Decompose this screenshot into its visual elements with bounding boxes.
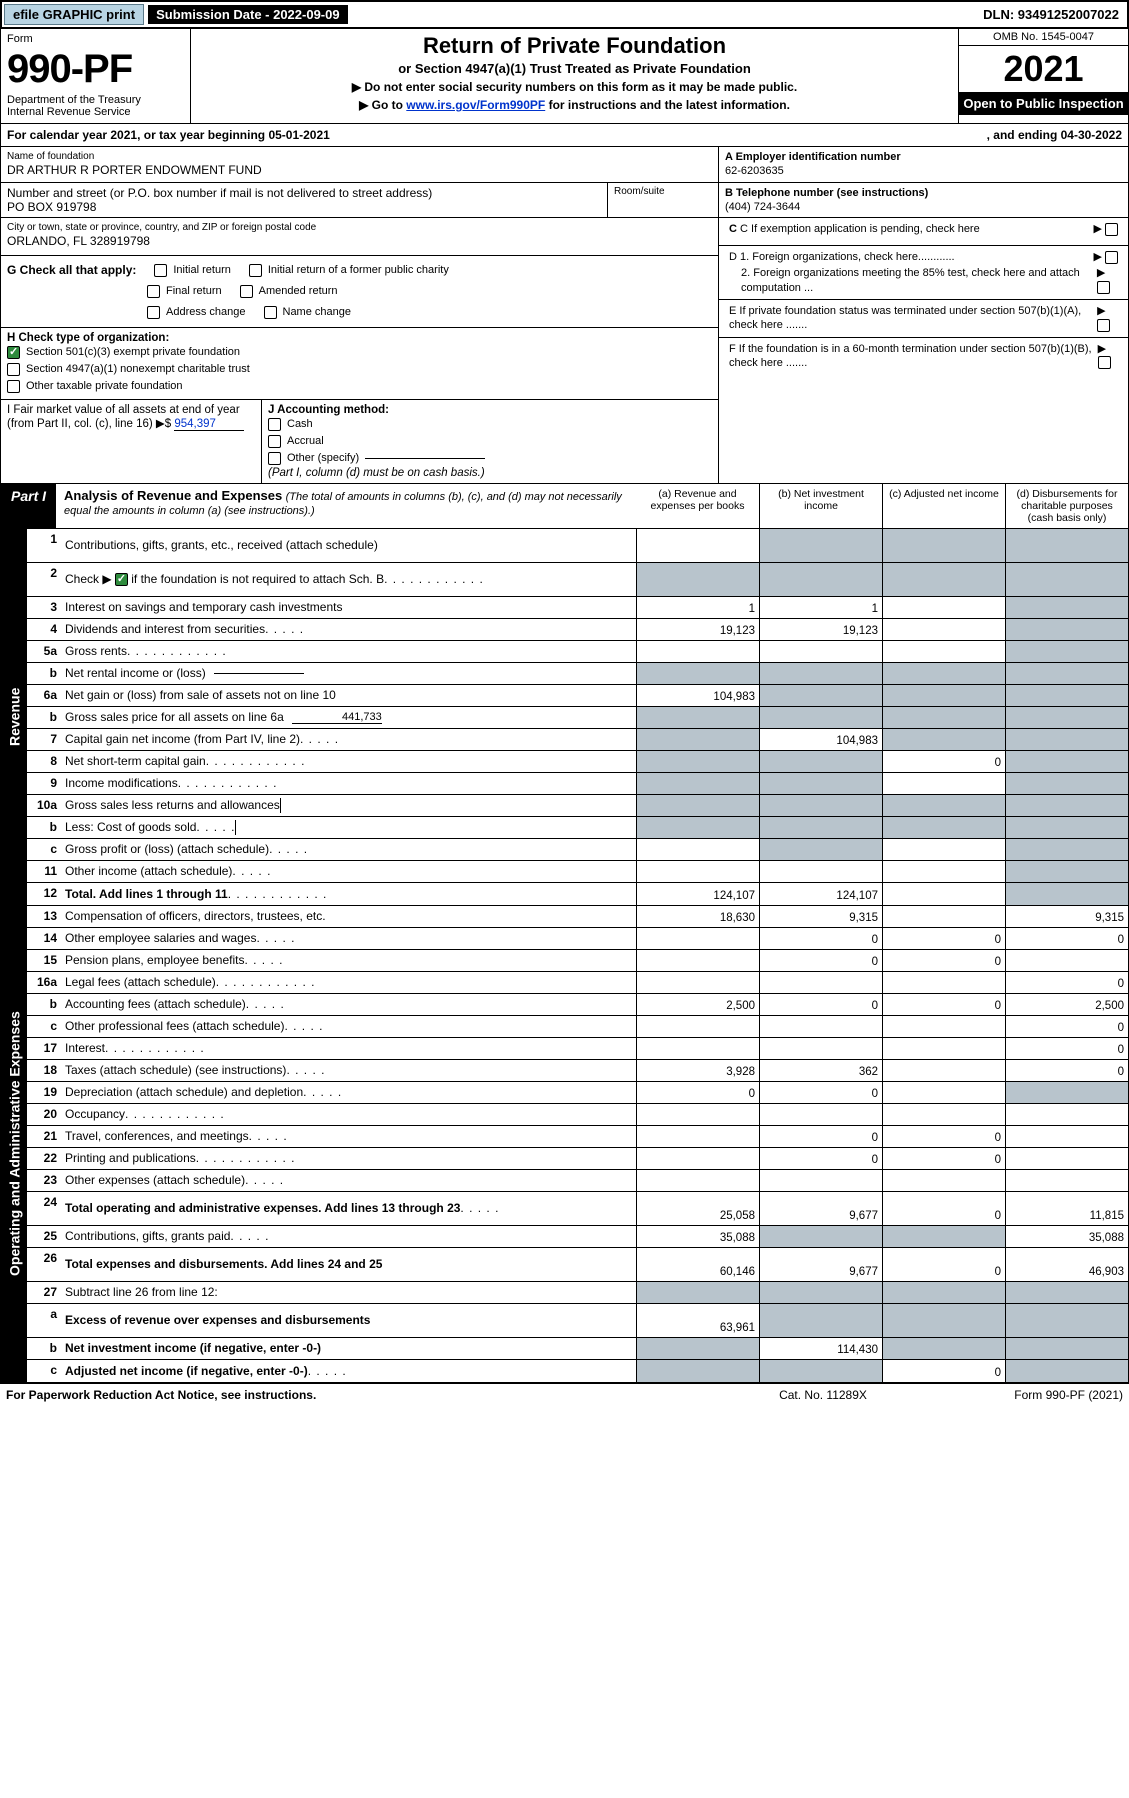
checkbox-address-change[interactable]	[147, 306, 160, 319]
top-bar: efile GRAPHIC print Submission Date - 20…	[0, 0, 1129, 29]
dept-treasury: Department of the Treasury Internal Reve…	[7, 94, 184, 119]
header-right: OMB No. 1545-0047 2021 Open to Public In…	[958, 29, 1128, 123]
d-foreign-row: D 1. Foreign organizations, check here..…	[719, 246, 1128, 300]
street-address: PO BOX 919798	[7, 200, 601, 214]
note-ssn: ▶ Do not enter social security numbers o…	[199, 80, 950, 94]
checkbox-cash[interactable]	[268, 418, 281, 431]
note-goto: ▶ Go to www.irs.gov/Form990PF for instru…	[199, 98, 950, 112]
footer-form: Form 990-PF (2021)	[923, 1388, 1123, 1402]
form990pf-link[interactable]: www.irs.gov/Form990PF	[406, 98, 545, 112]
ein-row: A Employer identification number 62-6203…	[719, 147, 1128, 183]
col-a-header: (a) Revenue and expenses per books	[636, 484, 759, 528]
city-row: City or town, state or province, country…	[1, 218, 718, 256]
foundation-name-row: Name of foundation DR ARTHUR R PORTER EN…	[1, 147, 718, 183]
tax-year: 2021	[959, 46, 1128, 92]
e-terminated-row: E If private foundation status was termi…	[719, 300, 1128, 338]
checkbox-accrual[interactable]	[268, 435, 281, 448]
col-d-header: (d) Disbursements for charitable purpose…	[1005, 484, 1128, 528]
checkbox-d1[interactable]	[1105, 251, 1118, 264]
i-fmv: I Fair market value of all assets at end…	[1, 400, 261, 483]
form-number: 990-PF	[7, 46, 184, 92]
checkbox-schb[interactable]	[115, 573, 128, 586]
form-word: Form	[7, 33, 184, 46]
c-exemption-row: C C If exemption application is pending,…	[719, 218, 1128, 246]
fmv-value: 954,397	[174, 418, 244, 431]
cal-year-begin: For calendar year 2021, or tax year begi…	[7, 128, 987, 142]
submission-date: Submission Date - 2022-09-09	[148, 5, 348, 24]
checkbox-name-change[interactable]	[264, 306, 277, 319]
dln: DLN: 93491252007022	[983, 7, 1125, 22]
footer-left: For Paperwork Reduction Act Notice, see …	[6, 1388, 723, 1402]
foundation-name: DR ARTHUR R PORTER ENDOWMENT FUND	[7, 163, 712, 179]
checkbox-e[interactable]	[1097, 319, 1110, 332]
revenue-table: Revenue 1Contributions, gifts, grants, e…	[0, 529, 1129, 906]
room-suite: Room/suite	[608, 183, 718, 217]
checkbox-4947[interactable]	[7, 363, 20, 376]
checkbox-other-taxable[interactable]	[7, 380, 20, 393]
form-header: Form 990-PF Department of the Treasury I…	[0, 29, 1129, 124]
revenue-side-label: Revenue	[1, 529, 27, 905]
g-check-row: G Check all that apply: Initial return I…	[7, 260, 712, 281]
col-c-header: (c) Adjusted net income	[882, 484, 1005, 528]
omb-number: OMB No. 1545-0047	[959, 29, 1128, 46]
checkbox-initial-return[interactable]	[154, 264, 167, 277]
efile-btn[interactable]: efile GRAPHIC print	[4, 4, 144, 25]
header-center: Return of Private Foundation or Section …	[191, 29, 958, 123]
form-subtitle: or Section 4947(a)(1) Trust Treated as P…	[199, 61, 950, 76]
cal-year-end: , and ending 04-30-2022	[987, 128, 1122, 142]
f-60month-row: F If the foundation is in a 60-month ter…	[719, 338, 1128, 375]
entity-block: Name of foundation DR ARTHUR R PORTER EN…	[0, 147, 1129, 484]
part1-tab: Part I	[1, 484, 56, 528]
checkbox-final-return[interactable]	[147, 285, 160, 298]
open-public: Open to Public Inspection	[959, 92, 1128, 115]
phone-row: B Telephone number (see instructions) (4…	[719, 183, 1128, 219]
city-state-zip: ORLANDO, FL 328919798	[7, 234, 712, 250]
page-footer: For Paperwork Reduction Act Notice, see …	[0, 1383, 1129, 1406]
form-title: Return of Private Foundation	[199, 33, 950, 59]
ein-value: 62-6203635	[725, 165, 784, 177]
h-org-type: H Check type of organization: Section 50…	[7, 332, 712, 361]
street-address-row: Number and street (or P.O. box number if…	[1, 183, 608, 217]
checkbox-other-method[interactable]	[268, 452, 281, 465]
part1-header: Part I Analysis of Revenue and Expenses …	[0, 484, 1129, 529]
checkbox-amended[interactable]	[240, 285, 253, 298]
calendar-year-row: For calendar year 2021, or tax year begi…	[0, 124, 1129, 147]
expenses-table: Operating and Administrative Expenses 13…	[0, 906, 1129, 1383]
checkbox-f[interactable]	[1098, 356, 1111, 369]
j-accounting: J Accounting method: Cash Accrual Other …	[261, 400, 718, 483]
checkbox-501c3[interactable]	[7, 346, 20, 359]
part1-desc: Analysis of Revenue and Expenses (The to…	[56, 484, 636, 528]
checkbox-d2[interactable]	[1097, 281, 1110, 294]
phone-value: (404) 724-3644	[725, 201, 800, 213]
checkbox-initial-former[interactable]	[249, 264, 262, 277]
col-b-header: (b) Net investment income	[759, 484, 882, 528]
footer-cat: Cat. No. 11289X	[723, 1388, 923, 1402]
checkbox-c[interactable]	[1105, 223, 1118, 236]
expenses-side-label: Operating and Administrative Expenses	[1, 906, 27, 1382]
header-left: Form 990-PF Department of the Treasury I…	[1, 29, 191, 123]
